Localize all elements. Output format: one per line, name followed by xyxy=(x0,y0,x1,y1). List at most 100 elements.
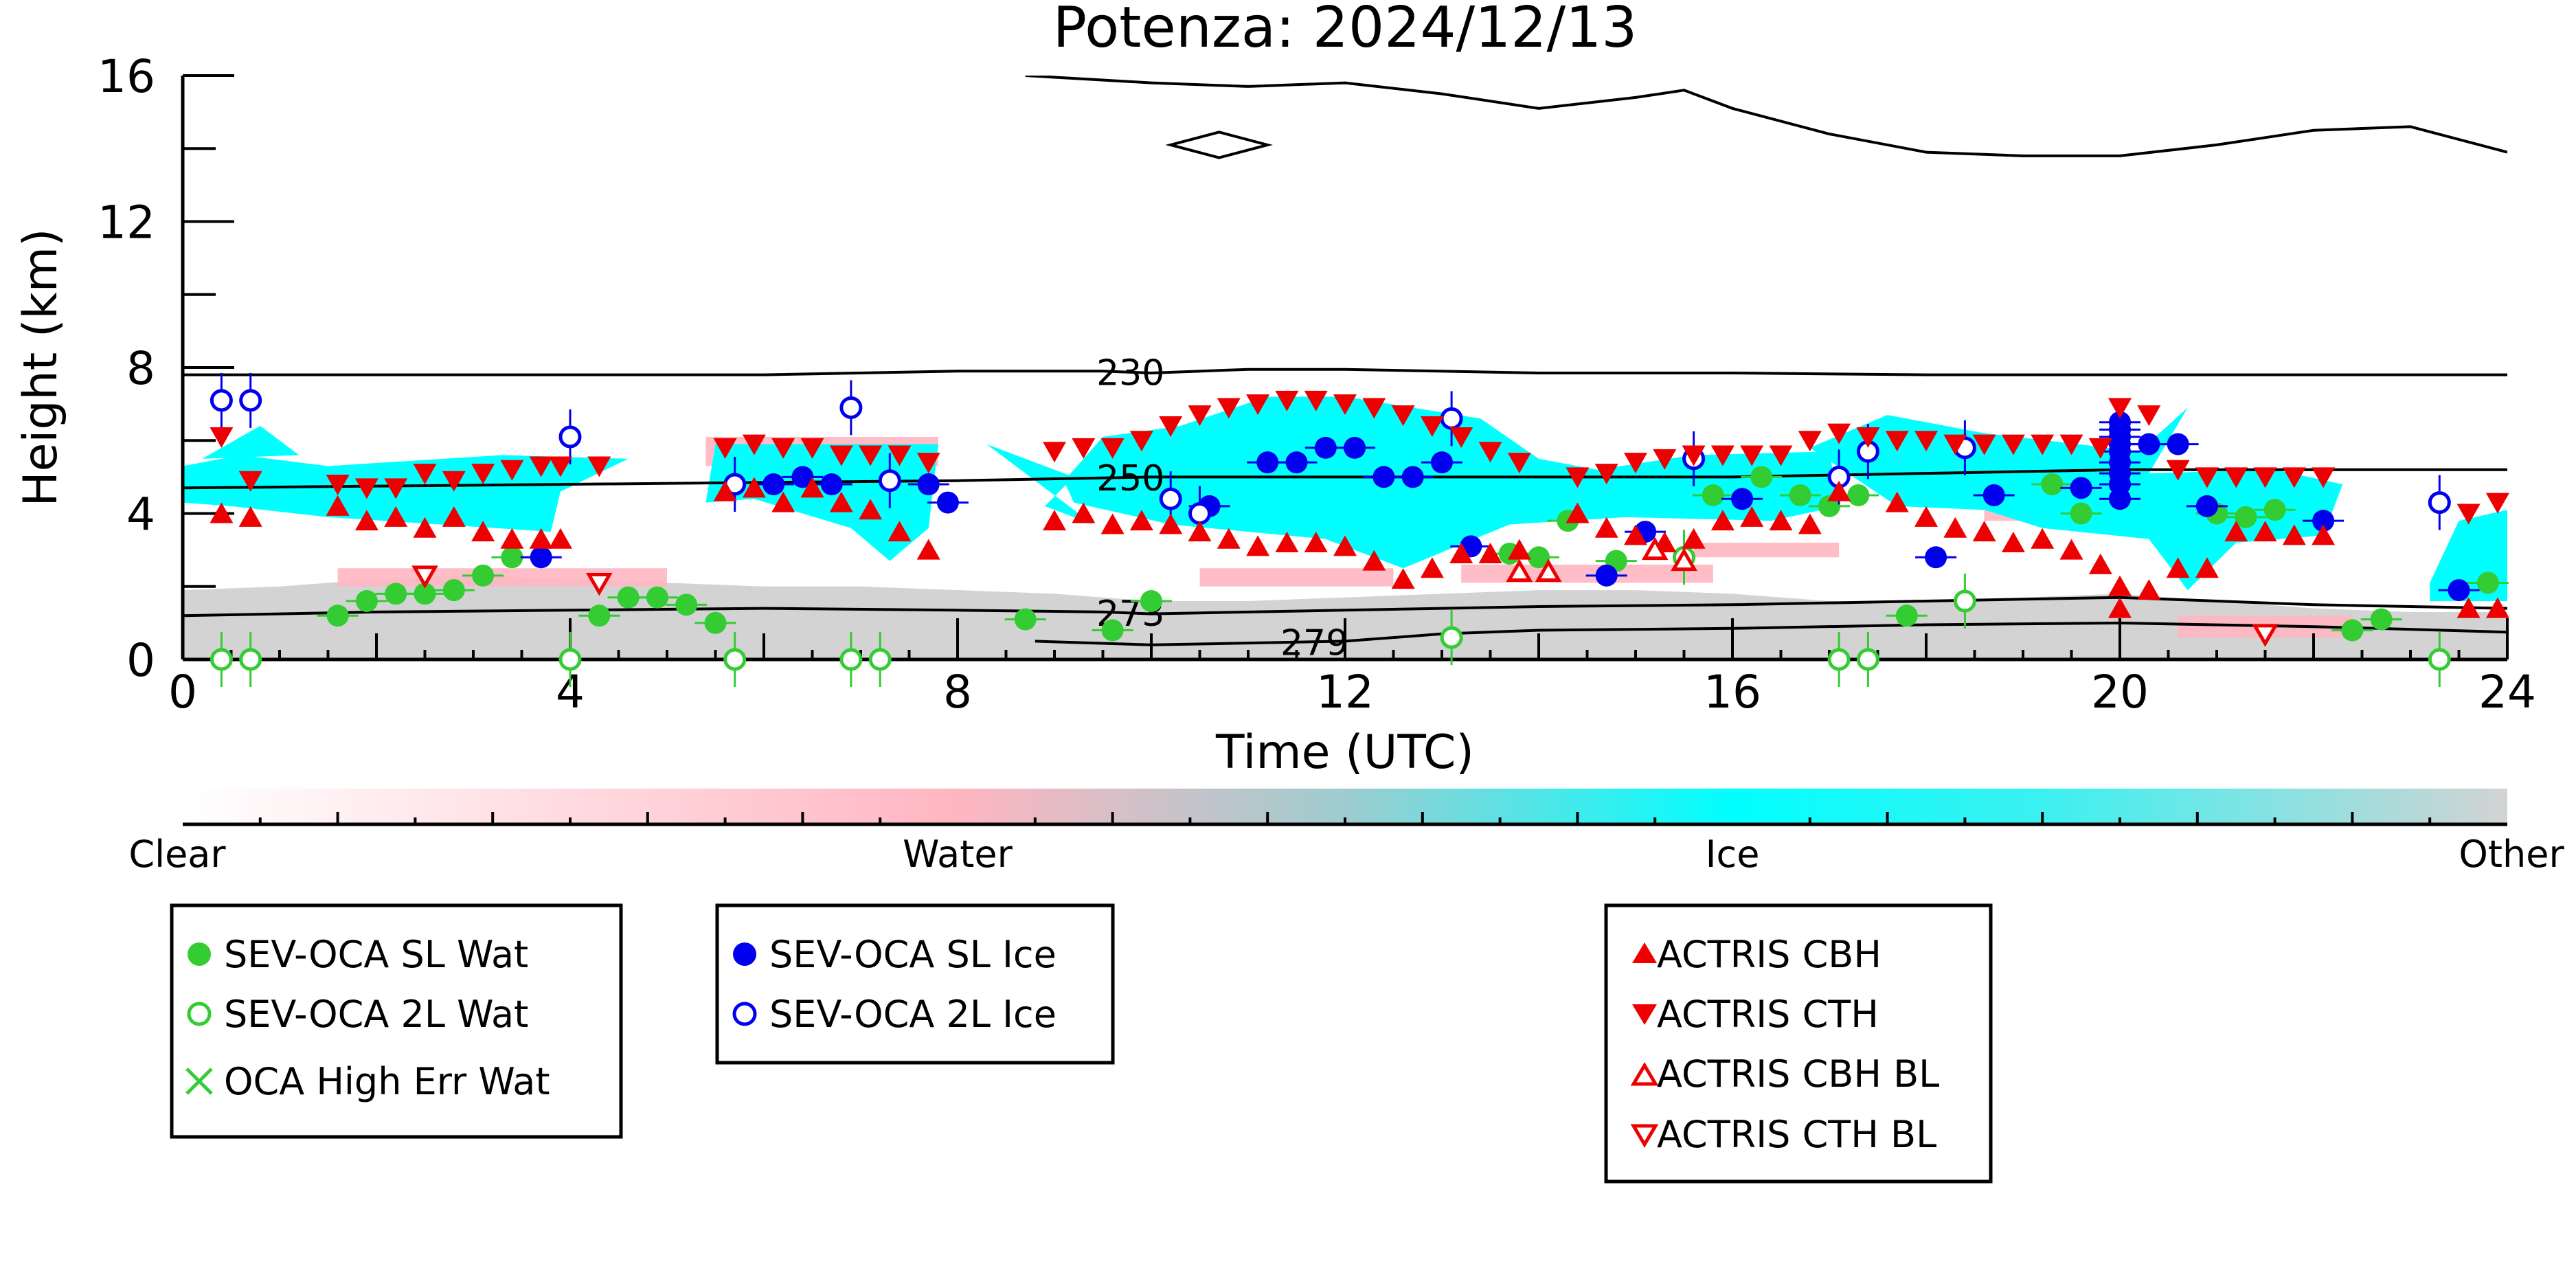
data-point xyxy=(1624,524,1647,545)
x-tick-label: 8 xyxy=(943,666,972,719)
water-region xyxy=(1461,564,1713,583)
data-point xyxy=(587,456,611,477)
data-point xyxy=(723,648,747,671)
data-point xyxy=(1449,427,1473,448)
x-axis-label: Time (UTC) xyxy=(1215,725,1474,780)
data-point xyxy=(2341,619,2364,642)
data-point xyxy=(2108,398,2132,419)
colorbar: Clear Water Ice Other xyxy=(128,789,2564,876)
data-point xyxy=(1914,431,1938,452)
legend-actris: ACTRIS CBH ACTRIS CTH ACTRIS CBH BL ACTR… xyxy=(1604,903,1993,1184)
data-point xyxy=(1362,550,1386,571)
data-point xyxy=(1528,546,1550,569)
data-point xyxy=(2166,460,2190,481)
ice-region xyxy=(183,455,629,532)
data-point xyxy=(588,605,611,627)
data-point xyxy=(1043,442,1066,463)
data-point xyxy=(1275,532,1299,552)
data-point xyxy=(239,389,262,412)
data-point xyxy=(1431,451,1453,474)
isotherm-label-279: 279 xyxy=(1280,623,1348,664)
data-point xyxy=(916,539,940,560)
data-point xyxy=(1682,445,1706,466)
data-point xyxy=(2253,467,2277,488)
water-region xyxy=(1199,568,1394,587)
data-point xyxy=(1641,536,1669,561)
legend-marker-cbh xyxy=(1632,942,1657,963)
data-point xyxy=(1982,484,2005,506)
isotherm-label-250: 250 xyxy=(1096,458,1164,499)
water-region xyxy=(1693,543,1840,558)
data-point xyxy=(2088,438,2112,459)
data-point xyxy=(1943,434,1967,455)
data-point xyxy=(2428,491,2451,515)
data-point xyxy=(1072,502,1096,523)
data-point xyxy=(1914,506,1938,527)
data-point xyxy=(1671,547,1697,572)
legend-marker-cth xyxy=(1632,1004,1657,1025)
data-point xyxy=(1333,394,1357,416)
x-tick-label: 0 xyxy=(168,666,197,719)
x-tick-label: 20 xyxy=(2091,666,2149,719)
legend-label-cth: ACTRIS CTH xyxy=(1657,993,1879,1036)
data-point xyxy=(1188,405,1212,427)
data-point xyxy=(1653,449,1677,470)
data-point xyxy=(354,510,379,531)
data-point xyxy=(238,471,262,492)
data-point xyxy=(646,586,668,609)
data-point xyxy=(791,466,814,488)
data-point xyxy=(829,445,853,466)
legend-marker-cth-bl xyxy=(1630,1124,1659,1148)
data-point xyxy=(859,445,883,466)
data-point xyxy=(1188,521,1212,542)
data-point xyxy=(1535,558,1562,582)
data-point xyxy=(2108,575,2132,596)
data-point xyxy=(326,495,350,516)
legend-box xyxy=(1604,903,1993,1184)
data-point xyxy=(2059,434,2083,455)
data-point xyxy=(878,469,901,493)
colorbar-label-clear: Clear xyxy=(128,833,226,876)
data-markers xyxy=(210,372,2509,687)
data-point xyxy=(2253,521,2277,542)
data-point xyxy=(1856,427,1880,448)
data-point xyxy=(558,648,582,671)
data-point xyxy=(2235,506,2257,528)
legend-water: SEV-OCA SL Wat SEV-OCA 2L Wat OCA High E… xyxy=(170,903,623,1139)
data-point xyxy=(2166,557,2190,578)
data-point xyxy=(2031,434,2055,455)
series-sev-oca-2l-wat xyxy=(210,530,2451,687)
data-point xyxy=(1566,502,1590,523)
data-point xyxy=(617,586,640,609)
data-point xyxy=(1731,488,1754,510)
data-point xyxy=(1372,466,1395,488)
colorbar-label-ice: Ice xyxy=(1706,833,1760,876)
data-point xyxy=(1140,590,1162,612)
data-point xyxy=(2138,433,2160,455)
data-point xyxy=(210,389,233,412)
data-point xyxy=(888,521,912,542)
y-tick-label: 4 xyxy=(126,488,155,541)
data-point xyxy=(1014,608,1037,631)
data-point xyxy=(1246,394,1270,416)
data-point xyxy=(1304,532,1328,552)
data-point xyxy=(1188,502,1211,525)
y-tick-label: 12 xyxy=(98,196,155,249)
data-point xyxy=(829,491,853,512)
data-point xyxy=(1740,445,1764,466)
data-point xyxy=(210,427,234,448)
data-point xyxy=(1594,517,1618,538)
legend-box xyxy=(170,903,623,1139)
data-point xyxy=(2224,467,2248,488)
data-point xyxy=(1159,487,1182,510)
data-point xyxy=(1827,480,1851,501)
data-point xyxy=(1885,431,1909,452)
legend-label-high-err-wat: OCA High Err Wat xyxy=(224,1060,550,1103)
legend-box xyxy=(715,903,1115,1065)
data-point xyxy=(2001,434,2025,455)
isotherm-label-230: 230 xyxy=(1096,352,1164,394)
data-point xyxy=(742,434,766,455)
data-point xyxy=(500,460,524,481)
data-point xyxy=(471,464,495,485)
data-point xyxy=(675,594,698,616)
